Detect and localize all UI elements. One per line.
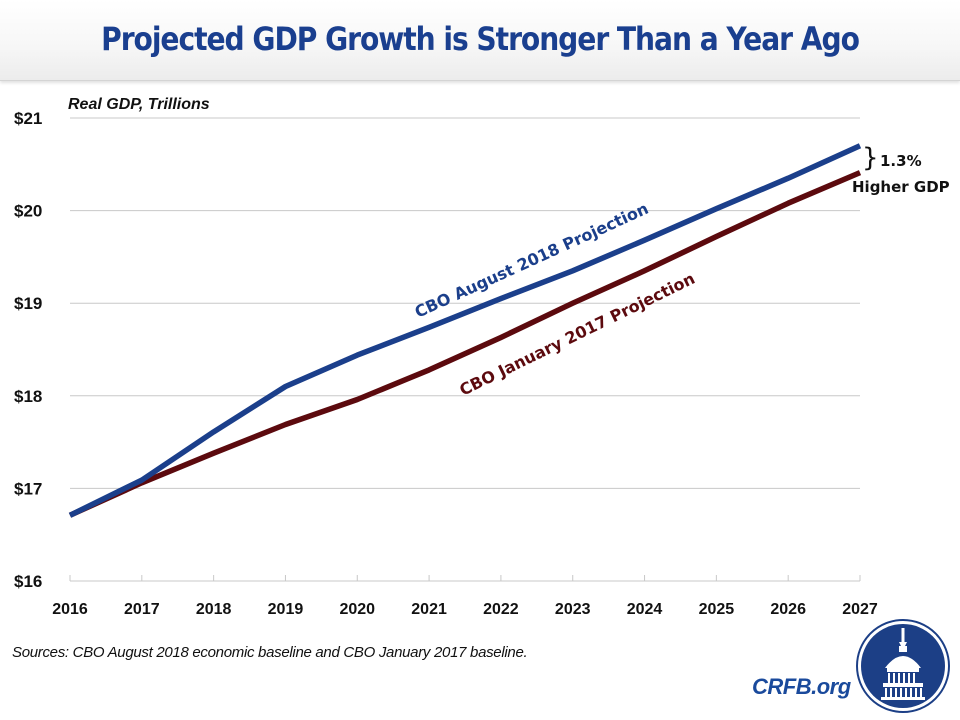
brace-glyph: } <box>862 143 879 173</box>
series-label-january-2017: CBO January 2017 Projection <box>456 269 697 400</box>
x-tick-label: 2027 <box>842 601 878 618</box>
series-line-august-2018 <box>68 143 862 518</box>
y-tick-label: $19 <box>14 294 42 313</box>
x-tick-label: 2022 <box>483 601 519 618</box>
gridlines <box>69 117 861 582</box>
annotation-percent: 1.3% <box>880 152 922 170</box>
y-tick-label: $16 <box>14 572 42 591</box>
x-tick-label: 2026 <box>770 601 806 618</box>
x-tick-label: 2020 <box>339 601 375 618</box>
series-lines <box>68 143 862 518</box>
x-tick-label: 2019 <box>268 601 304 618</box>
y-axis-label: Real GDP, Trillions <box>68 96 210 113</box>
annotation-higher-gdp: Higher GDP <box>852 178 950 196</box>
x-axis-ticks: 2016 2017 2018 2019 2020 2021 2022 2023 2024 2025… <box>52 601 878 618</box>
x-tick-label: 2016 <box>52 601 88 618</box>
x-tick-label: 2017 <box>124 601 160 618</box>
header-banner: Projected GDP Growth is Stronger Than a … <box>0 0 960 81</box>
y-tick-label: $17 <box>14 479 42 498</box>
x-tick-label: 2018 <box>196 601 232 618</box>
series-line-january-2017 <box>68 170 862 518</box>
y-tick-label: $21 <box>14 109 42 128</box>
gap-annotation: } 1.3% Higher GDP <box>852 143 950 196</box>
x-tick-label: 2025 <box>699 601 735 618</box>
x-tick-label: 2023 <box>555 601 591 618</box>
y-tick-label: $18 <box>14 387 42 406</box>
x-tick-label: 2024 <box>627 601 663 618</box>
y-tick-label: $20 <box>14 202 42 221</box>
page-title: Projected GDP Growth is Stronger Than a … <box>101 20 860 58</box>
brand-link[interactable]: CRFB.org <box>752 674 851 699</box>
y-axis-ticks: $16 $17 $18 $19 $20 $21 <box>14 109 42 591</box>
capitol-dome-icon <box>856 619 950 713</box>
x-tick-label: 2021 <box>411 601 447 618</box>
source-note: Sources: CBO August 2018 economic baseli… <box>12 644 528 661</box>
